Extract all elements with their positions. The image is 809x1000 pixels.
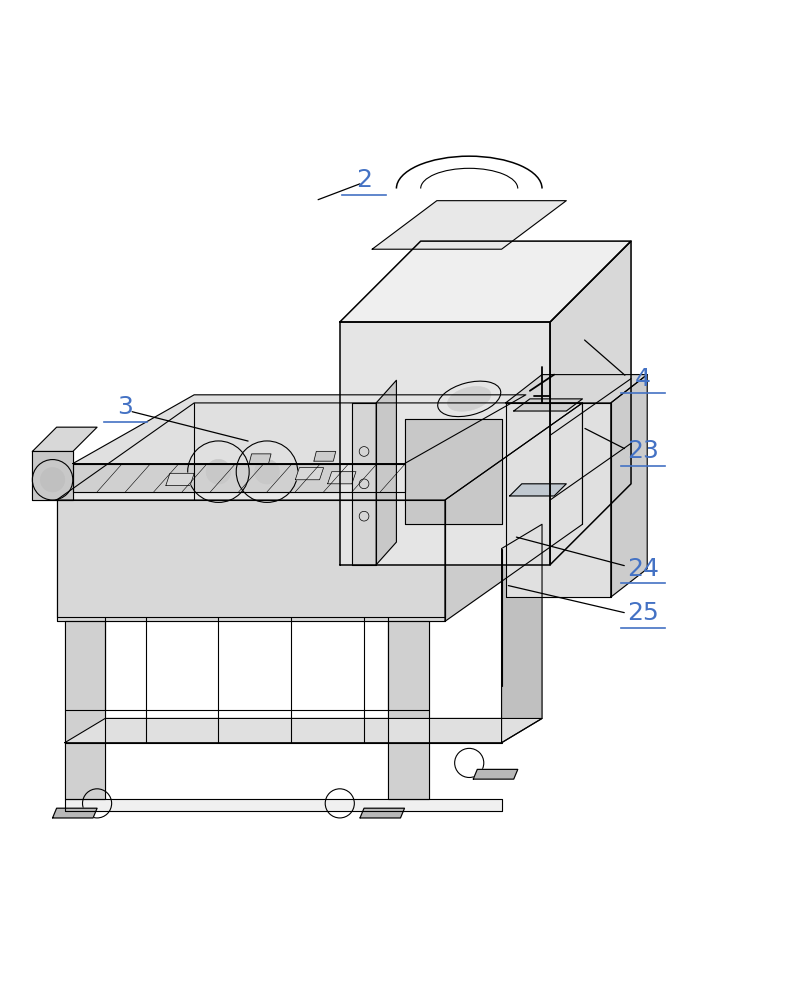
Polygon shape	[295, 468, 324, 480]
Polygon shape	[445, 403, 582, 621]
Polygon shape	[32, 427, 97, 451]
Polygon shape	[506, 403, 611, 597]
Circle shape	[40, 468, 65, 492]
Polygon shape	[65, 718, 542, 743]
Polygon shape	[404, 419, 502, 524]
Polygon shape	[506, 375, 647, 403]
Text: 24: 24	[627, 557, 659, 581]
Polygon shape	[360, 808, 404, 818]
Polygon shape	[314, 451, 336, 461]
Polygon shape	[57, 500, 445, 621]
Text: 23: 23	[627, 439, 659, 463]
Polygon shape	[550, 241, 631, 565]
Text: 2: 2	[356, 168, 372, 192]
Polygon shape	[65, 621, 105, 799]
Circle shape	[206, 459, 231, 484]
Text: 4: 4	[635, 367, 651, 391]
Polygon shape	[57, 403, 582, 500]
Polygon shape	[340, 241, 631, 322]
Polygon shape	[166, 473, 194, 485]
Polygon shape	[514, 399, 582, 411]
Polygon shape	[611, 375, 647, 597]
Circle shape	[255, 459, 279, 484]
Polygon shape	[376, 380, 396, 565]
Polygon shape	[372, 201, 566, 249]
Polygon shape	[53, 808, 97, 818]
Polygon shape	[340, 322, 550, 565]
Text: 3: 3	[117, 395, 133, 419]
Polygon shape	[352, 403, 376, 565]
Polygon shape	[510, 484, 566, 496]
Polygon shape	[73, 464, 404, 492]
Polygon shape	[502, 524, 542, 743]
Polygon shape	[73, 395, 526, 464]
Polygon shape	[249, 454, 271, 464]
Polygon shape	[32, 451, 73, 500]
Polygon shape	[65, 799, 502, 811]
Polygon shape	[473, 769, 518, 779]
Ellipse shape	[447, 387, 491, 411]
Polygon shape	[388, 621, 429, 799]
Polygon shape	[328, 472, 356, 484]
Text: 25: 25	[627, 601, 659, 625]
